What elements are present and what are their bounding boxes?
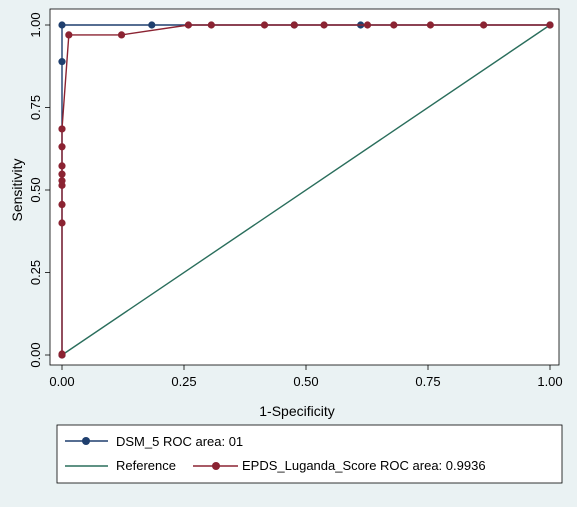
series-line-epds — [61, 24, 550, 355]
y-tick-label-4: 1.00 — [28, 12, 43, 37]
point-epds-13 — [207, 21, 215, 29]
point-epds-15 — [290, 21, 298, 29]
x-tick-label-1: 0.25 — [171, 374, 196, 389]
point-epds-12 — [184, 21, 192, 29]
x-tick-label-0: 0.00 — [49, 374, 74, 389]
point-epds-5 — [58, 177, 66, 185]
legend-label-epds: EPDS_Luganda_Score ROC area: 0.9936 — [242, 458, 486, 473]
point-epds-16 — [320, 21, 328, 29]
point-epds-19 — [426, 21, 435, 29]
legend-box — [56, 424, 563, 484]
point-epds-11 — [117, 31, 126, 39]
x-tick-label-3: 0.75 — [415, 374, 440, 389]
y-tick-label-2: 0.50 — [28, 177, 43, 202]
x-axis-title: 1-Specificity — [259, 403, 334, 419]
axes: 0.00 0.25 0.50 0.75 1.00 0.00 0.25 0.50 0.75 1.00 — [28, 12, 563, 389]
point-dsm5-3 — [148, 21, 156, 29]
series-line-reference — [61, 24, 551, 356]
point-epds-21 — [546, 21, 554, 29]
point-epds-20 — [480, 21, 488, 29]
series-layer — [58, 21, 554, 359]
point-epds-14 — [260, 21, 269, 29]
point-epds-3 — [58, 200, 66, 209]
point-epds-10 — [65, 31, 73, 39]
x-tick-label-2: 0.50 — [293, 374, 318, 389]
legend: DSM_5 ROC area: 01 Reference EPDS_Lugand… — [56, 424, 563, 484]
point-dsm5-1 — [58, 58, 66, 66]
point-epds-2 — [58, 219, 66, 227]
point-epds-17 — [363, 21, 372, 29]
y-tick-label-0: 0.00 — [28, 342, 43, 367]
legend-marker-epds — [212, 462, 220, 470]
x-tick-label-4: 1.00 — [537, 374, 562, 389]
y-tick-label-1: 0.25 — [28, 260, 43, 285]
point-epds-6 — [58, 170, 66, 178]
legend-label-dsm5: DSM_5 ROC area: 01 — [116, 434, 243, 449]
point-epds-8 — [58, 143, 66, 151]
point-epds-1 — [58, 350, 66, 358]
y-axis-title: Sensitivity — [9, 158, 25, 221]
point-epds-18 — [390, 21, 398, 29]
legend-marker-dsm5 — [82, 437, 90, 445]
point-dsm5-2 — [58, 21, 66, 29]
point-epds-9 — [58, 125, 66, 133]
series-reference — [61, 24, 551, 356]
legend-label-reference: Reference — [116, 458, 176, 473]
point-epds-7 — [58, 162, 66, 170]
y-tick-label-3: 0.75 — [28, 95, 43, 120]
series-epds — [58, 21, 554, 359]
